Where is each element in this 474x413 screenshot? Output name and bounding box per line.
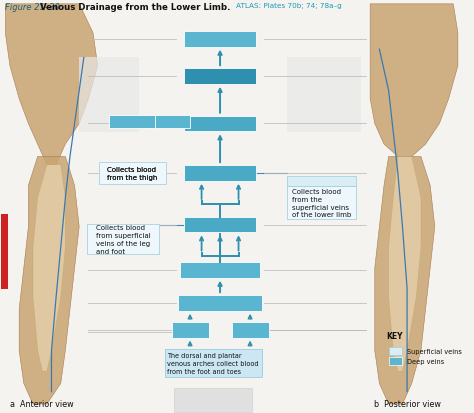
Text: Collects blood
from the thigh: Collects blood from the thigh: [107, 167, 157, 180]
Polygon shape: [33, 165, 65, 371]
Polygon shape: [5, 5, 98, 165]
Text: Superficial veins: Superficial veins: [407, 349, 462, 354]
FancyBboxPatch shape: [180, 263, 261, 278]
Text: Collects blood
from the
superficial veins
of the lower limb: Collects blood from the superficial vein…: [292, 189, 351, 218]
Text: KEY: KEY: [386, 331, 403, 340]
FancyBboxPatch shape: [99, 162, 166, 185]
FancyBboxPatch shape: [184, 116, 256, 132]
Text: Collects blood
from the thigh: Collects blood from the thigh: [107, 167, 157, 180]
FancyBboxPatch shape: [389, 357, 402, 365]
FancyBboxPatch shape: [389, 347, 402, 356]
FancyBboxPatch shape: [172, 322, 209, 338]
Text: ATLAS: Plates 70b; 74; 78a–g: ATLAS: Plates 70b; 74; 78a–g: [236, 3, 342, 9]
Text: a  Anterior view: a Anterior view: [10, 399, 74, 408]
Text: The dorsal and plantar
venous arches collect blood
from the foot and toes: The dorsal and plantar venous arches col…: [167, 352, 259, 374]
Polygon shape: [389, 157, 421, 371]
Polygon shape: [375, 157, 435, 404]
FancyBboxPatch shape: [184, 217, 256, 233]
Polygon shape: [370, 5, 458, 157]
FancyBboxPatch shape: [79, 58, 139, 133]
FancyBboxPatch shape: [0, 215, 8, 289]
FancyBboxPatch shape: [144, 116, 190, 129]
Text: Venous Drainage from the Lower Limb.: Venous Drainage from the Lower Limb.: [40, 3, 230, 12]
FancyBboxPatch shape: [179, 295, 262, 311]
FancyBboxPatch shape: [287, 177, 356, 187]
Text: Figure 21–30: Figure 21–30: [5, 3, 60, 12]
Text: b  Posterior view: b Posterior view: [374, 399, 440, 408]
FancyBboxPatch shape: [287, 58, 361, 133]
FancyBboxPatch shape: [87, 224, 159, 255]
FancyBboxPatch shape: [184, 32, 256, 47]
FancyBboxPatch shape: [287, 187, 356, 220]
Text: Collects blood
from superficial
veins of the leg
and foot: Collects blood from superficial veins of…: [96, 225, 150, 254]
FancyBboxPatch shape: [164, 349, 262, 377]
FancyBboxPatch shape: [232, 322, 269, 338]
FancyBboxPatch shape: [109, 116, 155, 129]
Polygon shape: [19, 157, 79, 404]
FancyBboxPatch shape: [184, 69, 256, 85]
FancyBboxPatch shape: [174, 388, 252, 412]
FancyBboxPatch shape: [184, 166, 256, 181]
Text: Deep veins: Deep veins: [407, 358, 444, 364]
